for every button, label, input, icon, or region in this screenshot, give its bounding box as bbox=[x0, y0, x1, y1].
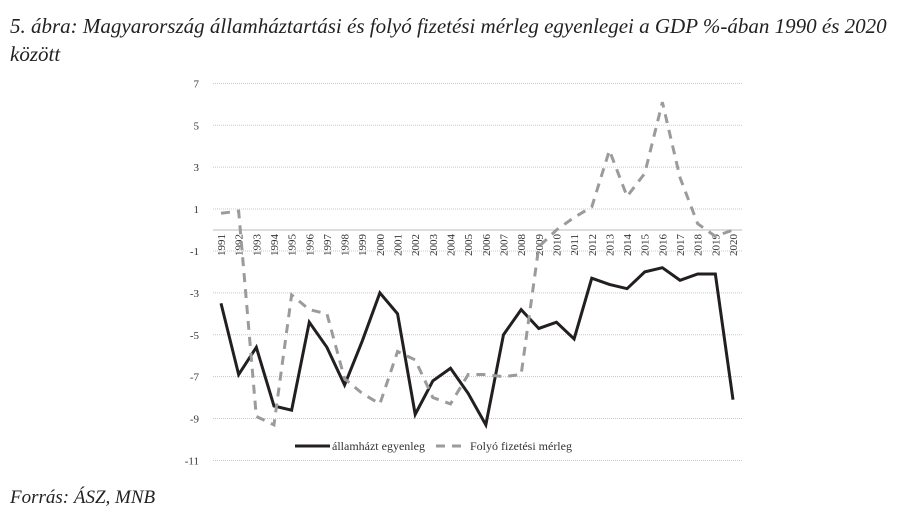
figure-title: 5. ábra: Magyarország államháztartási és… bbox=[10, 14, 887, 66]
x-tick-label: 2020 bbox=[728, 234, 740, 257]
y-tick-label: -9 bbox=[190, 414, 200, 426]
y-tick-label: -3 bbox=[190, 288, 200, 300]
y-tick-label: 1 bbox=[194, 204, 200, 216]
x-tick-label: 2018 bbox=[693, 234, 705, 257]
legend-label-government-balance: államházt egyenleg bbox=[332, 439, 425, 453]
x-tick-label: 1991 bbox=[216, 234, 228, 256]
x-tick-label: 1992 bbox=[234, 234, 246, 256]
series-line-current-account bbox=[220, 101, 734, 428]
x-tick-label: 1999 bbox=[357, 234, 369, 257]
x-tick-label: 1997 bbox=[322, 234, 334, 257]
x-tick-label: 2010 bbox=[551, 234, 563, 257]
y-tick-label: -11 bbox=[185, 455, 199, 467]
x-tick-label: 1993 bbox=[251, 234, 263, 257]
x-tick-label: 2006 bbox=[481, 234, 493, 257]
x-tick-label: 2004 bbox=[446, 234, 458, 257]
x-tick-label: 2008 bbox=[516, 234, 528, 257]
y-tick-label: 3 bbox=[194, 162, 200, 174]
x-tick-label: 2007 bbox=[498, 234, 510, 257]
x-tick-label: 2005 bbox=[463, 234, 475, 257]
source-note: Forrás: ÁSZ, MNB bbox=[10, 487, 156, 508]
x-tick-label: 2003 bbox=[428, 234, 440, 257]
x-tick-label: 1996 bbox=[304, 234, 316, 257]
x-tick-label: 2016 bbox=[657, 234, 669, 257]
x-tick-label: 2014 bbox=[622, 234, 634, 257]
y-tick-label: -7 bbox=[190, 372, 200, 384]
x-tick-label: 2001 bbox=[393, 234, 405, 256]
x-tick-label: 2017 bbox=[675, 234, 687, 257]
x-tick-label: 2013 bbox=[604, 234, 616, 257]
x-tick-label: 2002 bbox=[410, 234, 422, 256]
x-tick-label: 1998 bbox=[340, 234, 352, 257]
x-tick-label: 2000 bbox=[375, 234, 387, 257]
x-tick-label: 1995 bbox=[287, 234, 299, 257]
x-tick-label: 2011 bbox=[569, 234, 581, 256]
y-tick-label: -5 bbox=[190, 330, 200, 342]
x-tick-label: 2012 bbox=[587, 234, 599, 256]
y-tick-label: 5 bbox=[194, 120, 200, 132]
x-tick-label: 1994 bbox=[269, 234, 281, 257]
x-tick-label: 2019 bbox=[710, 234, 722, 257]
y-tick-label: 7 bbox=[194, 78, 200, 90]
y-tick-label: -1 bbox=[190, 246, 199, 258]
legend-label-current-account: Folyó fizetési mérleg bbox=[470, 439, 572, 453]
series-line-government-balance bbox=[219, 266, 735, 430]
x-tick-label: 2015 bbox=[640, 234, 652, 257]
